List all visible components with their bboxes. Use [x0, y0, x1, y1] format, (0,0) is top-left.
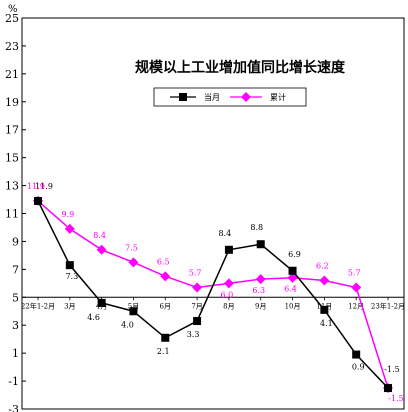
- point-累计: [319, 275, 330, 286]
- point-当月: [129, 307, 138, 316]
- data-label-layer: 11.9 7.3 4.6 4.0 2.1 3.3 8.4 8.8 6.9 4.1 0.9 -1.5 11…: [27, 182, 404, 403]
- data-label: 2.1: [157, 347, 170, 356]
- y-tick-label: 7: [12, 263, 19, 276]
- y-tick-label: 3: [12, 319, 19, 332]
- data-label: 6.0: [221, 290, 234, 299]
- y-unit-label: %: [8, 4, 18, 15]
- data-label: 5.7: [348, 269, 361, 278]
- y-tick-label: 13: [5, 180, 19, 193]
- data-label: 11.9: [27, 182, 45, 191]
- data-label: -1.5: [384, 365, 399, 374]
- data-label: 5.7: [189, 269, 202, 278]
- legend-swatch-marker: [179, 93, 187, 101]
- point-当月: [256, 240, 265, 249]
- x-tick-label: 8月: [223, 302, 234, 310]
- plot-area: [21, 17, 405, 410]
- legend-entry-label: 累计: [270, 92, 286, 102]
- data-label: 6.3: [252, 286, 265, 295]
- data-label: 9.9: [61, 210, 74, 219]
- series-line-累计: [37, 200, 389, 389]
- point-累计: [192, 282, 203, 293]
- y-tick-label: -3: [8, 403, 19, 412]
- data-label: -1.5: [388, 394, 403, 403]
- data-label: 8.4: [93, 231, 106, 240]
- y-tick-label: 21: [5, 68, 19, 81]
- data-label: 6.4: [284, 285, 297, 294]
- data-label: 7.3: [65, 272, 78, 281]
- point-当月: [288, 266, 297, 275]
- series-layer: [33, 195, 393, 394]
- point-累计: [128, 257, 139, 268]
- point-当月: [224, 245, 233, 254]
- point-累计: [287, 272, 298, 283]
- point-累计: [160, 271, 171, 282]
- data-label: 6.9: [288, 250, 301, 259]
- y-tick-label: 11: [5, 208, 19, 221]
- legend-swatch-marker: [241, 92, 251, 102]
- y-tick-label: 1: [12, 347, 19, 360]
- y-tick-label: 5: [12, 291, 19, 304]
- y-tick-label: 17: [5, 124, 19, 137]
- data-label: 4.6: [87, 313, 100, 322]
- x-tick-label: 9月: [255, 302, 266, 310]
- x-tick-label: 22年1-2月: [21, 301, 55, 310]
- data-label: 4.1: [320, 319, 333, 328]
- data-label: 7.5: [125, 243, 138, 252]
- legend-entry-label: 当月: [204, 92, 220, 102]
- point-当月: [65, 261, 74, 270]
- point-累计: [96, 244, 107, 255]
- point-累计: [255, 274, 266, 285]
- point-当月: [193, 317, 202, 326]
- data-label: 8.4: [219, 229, 232, 238]
- legend: 当月 累计: [153, 87, 307, 107]
- data-label: 4.0: [121, 320, 134, 329]
- data-label: 0.9: [352, 363, 365, 372]
- data-label: 6.5: [157, 257, 170, 266]
- x-tick-label: 3月: [64, 302, 75, 310]
- point-当月: [352, 350, 361, 359]
- chart-title: 规模以上工业增加值同比增长速度: [135, 59, 346, 76]
- point-当月: [161, 333, 170, 342]
- x-tick-label: 23年1-2月: [371, 301, 405, 310]
- x-tick-label: 6月: [160, 302, 171, 310]
- series-line-当月: [37, 200, 389, 389]
- point-当月: [97, 298, 106, 307]
- point-当月: [320, 305, 329, 314]
- x-tick-label: 5月: [128, 302, 139, 310]
- y-tick-label: 25: [5, 12, 19, 25]
- x-axis: 22年1-2月3月4月5月6月7月8月9月10月11月12月23年1-2月: [21, 297, 405, 310]
- data-label: 11.9: [35, 182, 53, 191]
- y-tick-label: 19: [5, 96, 19, 109]
- point-当月: [34, 196, 42, 205]
- point-累计: [64, 223, 75, 234]
- x-tick-label: 12月: [348, 302, 364, 310]
- y-tick-label: -1: [8, 375, 19, 388]
- y-tick-label: 9: [12, 235, 19, 248]
- point-累计: [223, 278, 234, 289]
- point-当月: [384, 384, 392, 393]
- data-label: 6.2: [316, 262, 329, 271]
- y-tick-label: 23: [5, 40, 19, 53]
- data-label: 8.8: [250, 223, 263, 232]
- x-tick-label: 10月: [285, 302, 301, 310]
- data-label: 3.3: [187, 330, 200, 339]
- point-累计: [351, 282, 362, 293]
- y-tick-label: 15: [5, 152, 19, 165]
- x-tick-label: 7月: [191, 302, 202, 310]
